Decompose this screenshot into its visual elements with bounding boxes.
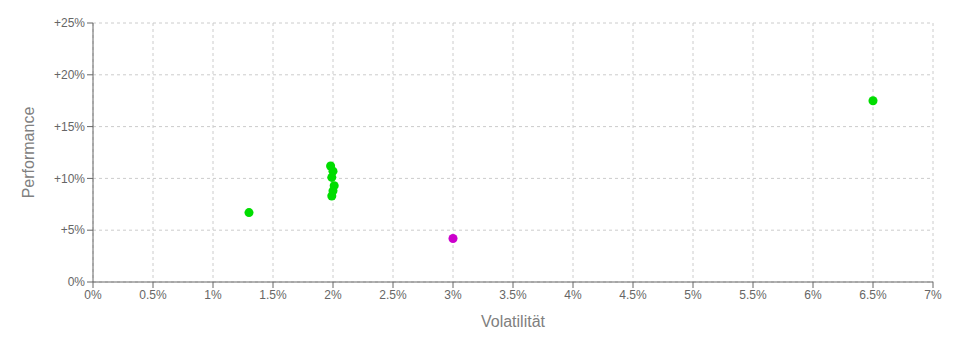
svg-text:6%: 6% [804,288,822,302]
svg-text:2.5%: 2.5% [379,288,407,302]
svg-text:6.5%: 6.5% [859,288,887,302]
svg-text:+20%: +20% [54,68,85,82]
svg-text:Performance: Performance [20,107,37,199]
svg-text:5%: 5% [684,288,702,302]
svg-text:+5%: +5% [61,223,86,237]
svg-text:Volatilität: Volatilität [481,313,546,330]
svg-text:0.5%: 0.5% [139,288,167,302]
svg-text:1%: 1% [204,288,222,302]
svg-text:3%: 3% [444,288,462,302]
svg-text:1.5%: 1.5% [259,288,287,302]
svg-text:5.5%: 5.5% [739,288,767,302]
svg-text:0%: 0% [68,275,86,289]
svg-text:3.5%: 3.5% [499,288,527,302]
svg-text:+15%: +15% [54,120,85,134]
svg-text:4%: 4% [564,288,582,302]
svg-text:7%: 7% [924,288,942,302]
svg-text:2%: 2% [324,288,342,302]
svg-text:0%: 0% [84,288,102,302]
svg-text:+10%: +10% [54,172,85,186]
svg-text:4.5%: 4.5% [619,288,647,302]
svg-text:+25%: +25% [54,16,85,30]
